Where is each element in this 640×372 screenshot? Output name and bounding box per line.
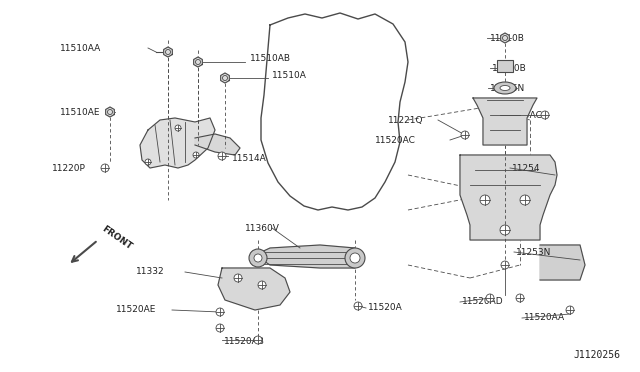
Circle shape	[218, 152, 226, 160]
Circle shape	[461, 131, 469, 139]
Circle shape	[249, 249, 267, 267]
FancyBboxPatch shape	[497, 60, 513, 72]
Circle shape	[193, 152, 199, 158]
Polygon shape	[540, 245, 585, 280]
Circle shape	[566, 306, 574, 314]
Text: 11510AE: 11510AE	[60, 108, 100, 116]
Text: 11520AB: 11520AB	[224, 337, 265, 346]
Circle shape	[480, 195, 490, 205]
Circle shape	[500, 225, 510, 235]
Polygon shape	[221, 73, 229, 83]
Text: 11510AA: 11510AA	[60, 44, 101, 52]
Text: 11520AE: 11520AE	[116, 305, 156, 314]
Circle shape	[101, 164, 109, 172]
Circle shape	[175, 125, 181, 131]
Text: 11246N: 11246N	[490, 83, 525, 93]
Circle shape	[345, 248, 365, 268]
Text: FRONT: FRONT	[100, 224, 134, 251]
Circle shape	[216, 324, 224, 332]
Text: 11220P: 11220P	[52, 164, 86, 173]
Text: 11520A: 11520A	[368, 304, 403, 312]
Polygon shape	[164, 47, 172, 57]
Circle shape	[254, 336, 262, 344]
Polygon shape	[255, 245, 360, 268]
Text: 11520AD: 11520AD	[462, 298, 504, 307]
Text: 11514A: 11514A	[232, 154, 267, 163]
Text: 11520AA: 11520AA	[524, 314, 565, 323]
Polygon shape	[500, 33, 509, 43]
Polygon shape	[140, 118, 215, 168]
Circle shape	[216, 308, 224, 316]
Ellipse shape	[494, 82, 516, 94]
Circle shape	[350, 253, 360, 263]
Text: 11253N: 11253N	[516, 247, 552, 257]
Polygon shape	[194, 57, 202, 67]
Polygon shape	[195, 134, 240, 155]
Circle shape	[501, 261, 509, 269]
Text: 11360V: 11360V	[245, 224, 280, 232]
Text: 11520AC: 11520AC	[502, 110, 543, 119]
Circle shape	[354, 302, 362, 310]
Text: 11510AB: 11510AB	[250, 54, 291, 62]
Text: 11520AC: 11520AC	[375, 135, 416, 144]
Polygon shape	[218, 268, 290, 310]
Circle shape	[145, 159, 151, 165]
Polygon shape	[473, 98, 537, 145]
Text: 11221Q: 11221Q	[388, 115, 424, 125]
Circle shape	[234, 274, 242, 282]
Text: J1120256: J1120256	[573, 350, 620, 360]
Circle shape	[541, 111, 549, 119]
Circle shape	[254, 254, 262, 262]
Circle shape	[520, 195, 530, 205]
Text: 11510B: 11510B	[490, 33, 525, 42]
Text: 11254: 11254	[512, 164, 541, 173]
Polygon shape	[460, 155, 557, 240]
Circle shape	[516, 294, 524, 302]
Text: 11510A: 11510A	[272, 71, 307, 80]
Polygon shape	[106, 107, 115, 117]
Text: 11332: 11332	[136, 267, 164, 276]
Ellipse shape	[500, 86, 510, 90]
Circle shape	[258, 281, 266, 289]
Circle shape	[486, 294, 494, 302]
Text: 11520B: 11520B	[492, 64, 527, 73]
